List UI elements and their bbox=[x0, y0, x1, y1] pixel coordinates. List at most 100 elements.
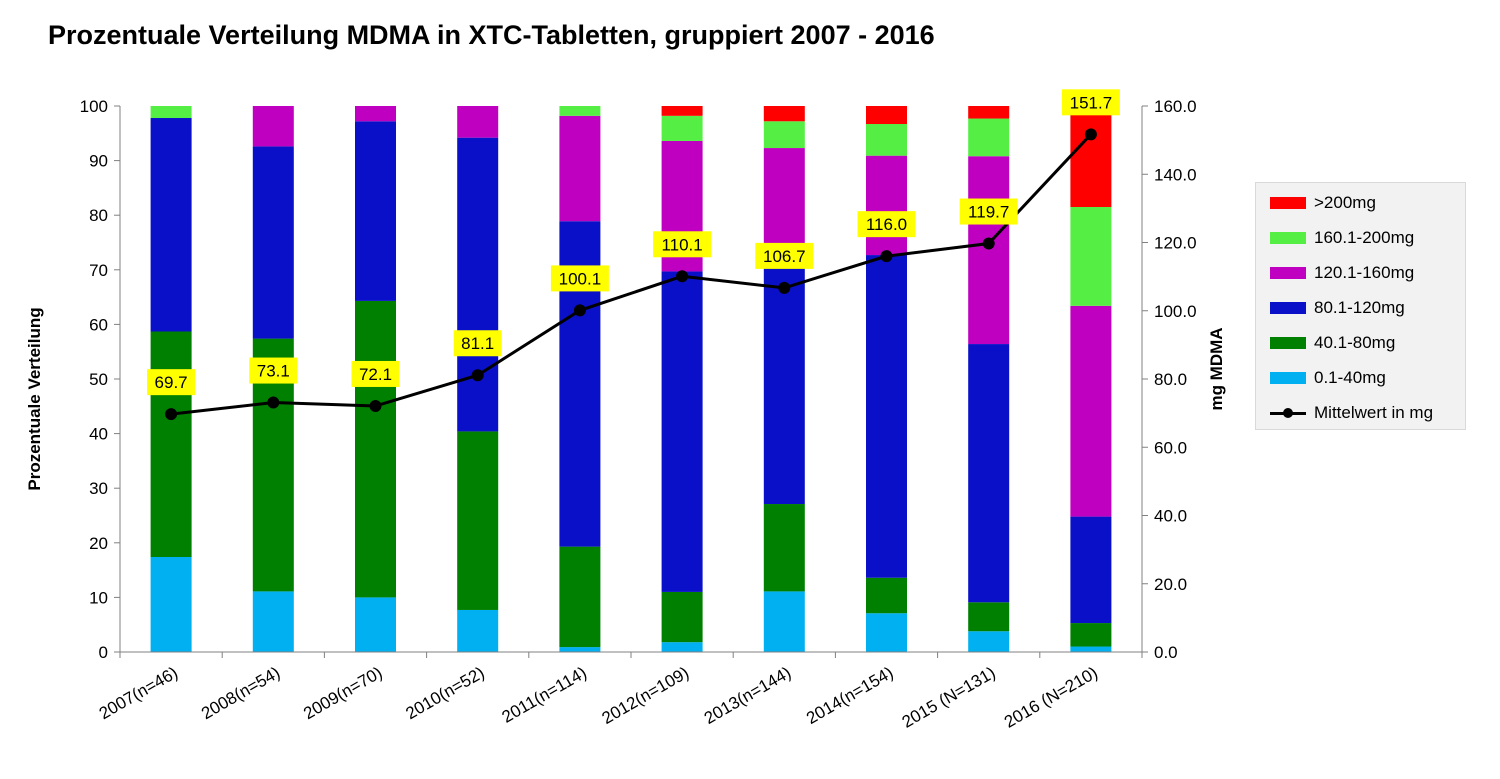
bar-segment bbox=[559, 546, 601, 648]
legend-label-40-80: 40.1-80mg bbox=[1314, 333, 1396, 352]
data-label: 72.1 bbox=[359, 365, 392, 384]
data-label: 110.1 bbox=[661, 235, 702, 254]
bar-segment bbox=[150, 331, 192, 557]
mean-point bbox=[369, 399, 382, 412]
x-tick-label: 2014(n=154) bbox=[803, 663, 896, 728]
legend-label-120-160: 120.1-160mg bbox=[1314, 263, 1415, 282]
bar-segment bbox=[661, 642, 703, 652]
y2-tick-label: 100.0 bbox=[1154, 302, 1197, 321]
x-tick-label: 2010(n=52) bbox=[402, 663, 487, 723]
bar-segment bbox=[457, 609, 499, 652]
bar-segment bbox=[968, 106, 1010, 119]
bar-segment bbox=[866, 577, 907, 614]
bar-segment bbox=[661, 271, 703, 592]
bar-segment bbox=[763, 257, 805, 505]
bar-segment bbox=[968, 602, 1010, 632]
legend-swatch-gt200 bbox=[1270, 197, 1306, 209]
bar-segment bbox=[1070, 207, 1112, 306]
x-tick-label: 2012(n=109) bbox=[599, 663, 692, 728]
data-label-box bbox=[1061, 89, 1120, 116]
y2-axis-title: mg MDMA bbox=[1207, 327, 1226, 410]
bar-segment bbox=[661, 115, 703, 141]
bar-segment bbox=[252, 106, 294, 147]
bar-segment bbox=[457, 431, 499, 610]
data-label: 81.1 bbox=[461, 334, 494, 353]
bar-segment bbox=[866, 155, 907, 256]
legend-label-160-200: 160.1-200mg bbox=[1314, 228, 1415, 247]
data-label-box bbox=[249, 357, 298, 384]
legend-item-0-40: 0.1-40mg bbox=[1270, 368, 1386, 388]
bar-segment bbox=[1070, 646, 1112, 652]
data-label: 151.7 bbox=[1070, 93, 1113, 112]
mean-point bbox=[165, 408, 178, 421]
data-label: 73.1 bbox=[257, 362, 290, 381]
y2-tick-label: 120.0 bbox=[1154, 234, 1197, 253]
legend-label-0-40: 0.1-40mg bbox=[1314, 368, 1386, 387]
data-label-box bbox=[857, 211, 916, 238]
legend-item-120-160: 120.1-160mg bbox=[1270, 263, 1414, 283]
x-tick-label: 2013(n=144) bbox=[701, 663, 794, 728]
legend-swatch-120-160 bbox=[1270, 267, 1306, 279]
legend-item-80-120: 80.1-120mg bbox=[1270, 298, 1405, 318]
y-tick-label: 50 bbox=[89, 370, 108, 389]
mean-line bbox=[170, 133, 1092, 416]
y-axis-title: Prozentuale Verteilung bbox=[25, 307, 44, 490]
x-tick-label: 2011(n=114) bbox=[499, 663, 590, 727]
legend-swatch-80-120 bbox=[1270, 302, 1306, 314]
mean-point bbox=[880, 250, 893, 263]
y-tick-label: 10 bbox=[89, 588, 108, 607]
y-tick-label: 0 bbox=[99, 643, 108, 662]
bar-segment bbox=[457, 137, 499, 432]
data-label: 119.7 bbox=[968, 203, 1009, 222]
data-label-box bbox=[351, 360, 400, 387]
bar-segment bbox=[968, 118, 1010, 157]
data-label: 106.7 bbox=[763, 247, 806, 266]
y-tick-label: 90 bbox=[89, 152, 108, 171]
y-tick-label: 70 bbox=[89, 261, 108, 280]
data-label-box bbox=[550, 265, 609, 292]
mean-point bbox=[778, 281, 791, 294]
legend-label-gt200: >200mg bbox=[1314, 193, 1376, 212]
bar-segment bbox=[150, 106, 192, 119]
bar-segment bbox=[968, 156, 1010, 345]
bar-segment bbox=[866, 613, 907, 652]
legend-swatch-40-80 bbox=[1270, 337, 1306, 349]
y2-tick-label: 40.0 bbox=[1154, 507, 1187, 526]
bar-segment bbox=[661, 591, 703, 643]
x-tick-label: 2015 (N=131) bbox=[899, 663, 999, 732]
mean-point bbox=[676, 270, 689, 283]
y2-tick-label: 60.0 bbox=[1154, 438, 1187, 457]
mean-point bbox=[1084, 128, 1097, 141]
mean-point bbox=[573, 304, 586, 317]
mean-point bbox=[471, 369, 484, 382]
legend-item-gt200: >200mg bbox=[1270, 193, 1376, 213]
bar-segment bbox=[150, 556, 192, 652]
bar-segment bbox=[763, 121, 805, 149]
bar-segment bbox=[559, 115, 601, 222]
y2-tick-label: 160.0 bbox=[1154, 97, 1197, 116]
data-label-box bbox=[453, 330, 502, 357]
data-label-box bbox=[147, 369, 196, 396]
legend-label-80-120: 80.1-120mg bbox=[1314, 298, 1405, 317]
bar-segment bbox=[866, 106, 907, 125]
bar-segment bbox=[355, 597, 396, 652]
bar-segment bbox=[1070, 106, 1112, 208]
y-tick-label: 100 bbox=[80, 97, 108, 116]
x-tick-label: 2016 (N=210) bbox=[1001, 663, 1101, 732]
bar-segment bbox=[968, 631, 1010, 652]
data-label: 100.1 bbox=[559, 269, 602, 288]
y-tick-label: 60 bbox=[89, 315, 108, 334]
bar-segment bbox=[661, 106, 703, 116]
bar-segment bbox=[355, 121, 396, 301]
bar-segment bbox=[1070, 305, 1112, 517]
bar-segment bbox=[763, 591, 805, 652]
bar-segment bbox=[150, 118, 192, 332]
legend-label-mittelwert: Mittelwert in mg bbox=[1314, 403, 1434, 422]
bar-segment bbox=[763, 148, 805, 258]
y2-tick-label: 20.0 bbox=[1154, 575, 1187, 594]
legend: >200mg 160.1-200mg 120.1-160mg 80.1-120m… bbox=[1255, 182, 1466, 430]
bar-segment bbox=[866, 255, 907, 578]
y-tick-label: 40 bbox=[89, 425, 108, 444]
bar-segment bbox=[457, 106, 499, 138]
bar-segment bbox=[763, 106, 805, 122]
